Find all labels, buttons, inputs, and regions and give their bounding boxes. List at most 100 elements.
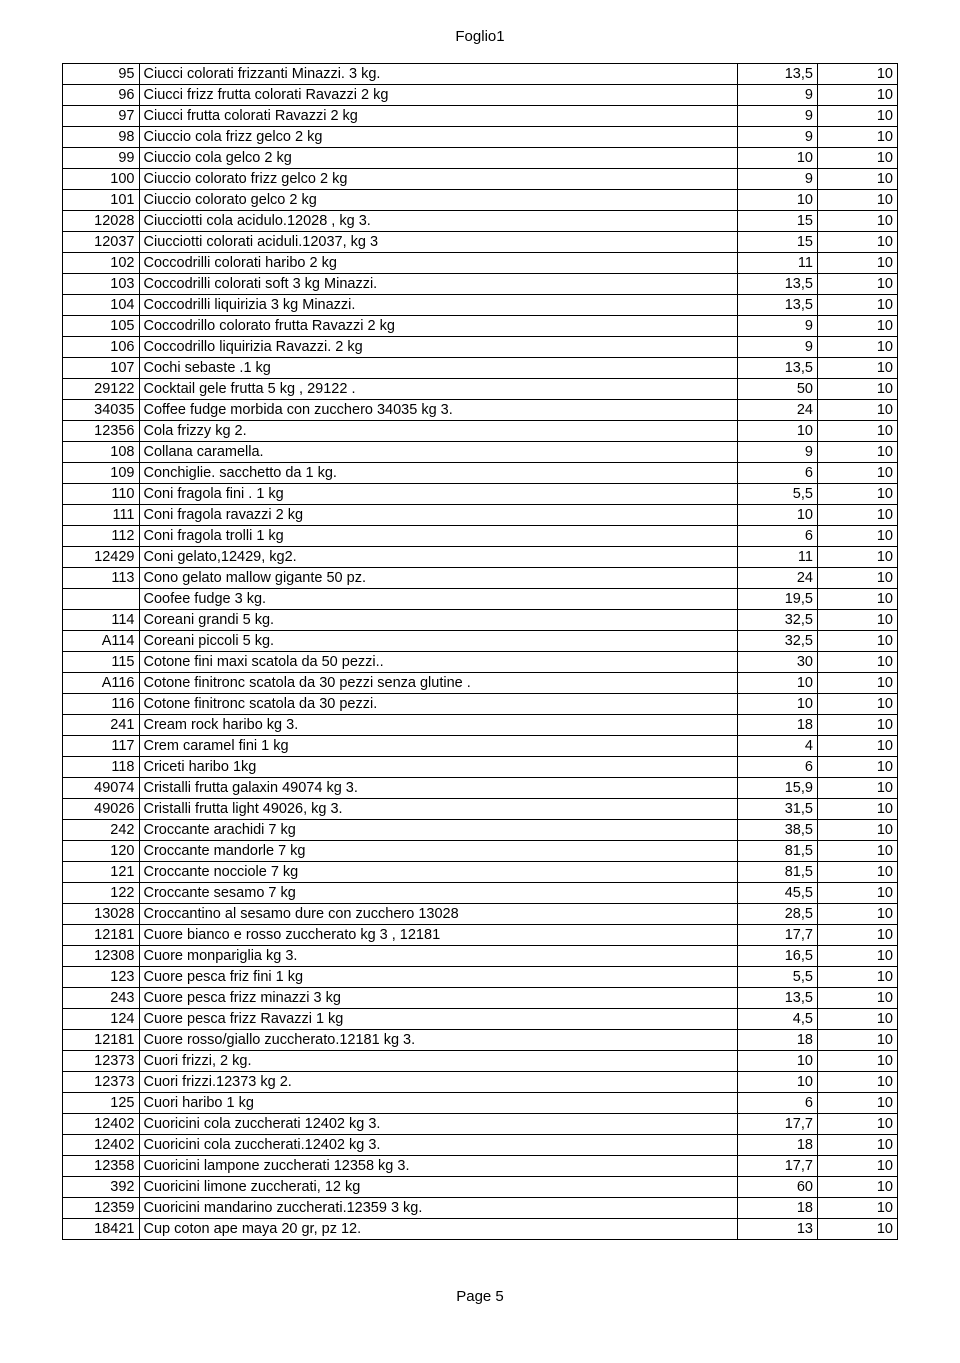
cell-col2: 15,9 <box>737 778 817 799</box>
cell-col2: 32,5 <box>737 631 817 652</box>
cell-col0: 34035 <box>63 400 140 421</box>
cell-col0: 110 <box>63 484 140 505</box>
data-table: 95Ciucci colorati frizzanti Minazzi. 3 k… <box>62 63 898 1240</box>
table-row: 49074Cristalli frutta galaxin 49074 kg 3… <box>63 778 898 799</box>
cell-col0: 103 <box>63 274 140 295</box>
table-row: 115Cotone fini maxi scatola da 50 pezzi.… <box>63 652 898 673</box>
cell-col0: 12358 <box>63 1156 140 1177</box>
cell-col2: 81,5 <box>737 862 817 883</box>
cell-col3: 10 <box>817 232 897 253</box>
cell-col1: Croccantino al sesamo dure con zucchero … <box>139 904 737 925</box>
cell-col1: Coffee fudge morbida con zucchero 34035 … <box>139 400 737 421</box>
cell-col3: 10 <box>817 1051 897 1072</box>
cell-col3: 10 <box>817 379 897 400</box>
table-row: 241Cream rock haribo kg 3.1810 <box>63 715 898 736</box>
table-row: 12373Cuori frizzi, 2 kg.1010 <box>63 1051 898 1072</box>
cell-col2: 9 <box>737 85 817 106</box>
table-row: 12037Ciucciotti colorati aciduli.12037, … <box>63 232 898 253</box>
cell-col1: Coni fragola ravazzi 2 kg <box>139 505 737 526</box>
cell-col0: 12359 <box>63 1198 140 1219</box>
cell-col3: 10 <box>817 484 897 505</box>
cell-col1: Coni fragola trolli 1 kg <box>139 526 737 547</box>
cell-col2: 4,5 <box>737 1009 817 1030</box>
table-row: 96Ciucci frizz frutta colorati Ravazzi 2… <box>63 85 898 106</box>
cell-col2: 32,5 <box>737 610 817 631</box>
cell-col2: 10 <box>737 421 817 442</box>
cell-col1: Criceti haribo 1kg <box>139 757 737 778</box>
table-row: 125Cuori haribo 1 kg610 <box>63 1093 898 1114</box>
cell-col3: 10 <box>817 337 897 358</box>
cell-col2: 9 <box>737 127 817 148</box>
cell-col0: 125 <box>63 1093 140 1114</box>
cell-col1: Cuoricini limone zuccherati, 12 kg <box>139 1177 737 1198</box>
cell-col0: 116 <box>63 694 140 715</box>
cell-col0: 49074 <box>63 778 140 799</box>
cell-col3: 10 <box>817 400 897 421</box>
cell-col2: 13,5 <box>737 64 817 85</box>
cell-col1: Ciuccio cola gelco 2 kg <box>139 148 737 169</box>
cell-col1: Cocktail gele frutta 5 kg , 29122 . <box>139 379 737 400</box>
cell-col1: Cono gelato mallow gigante 50 pz. <box>139 568 737 589</box>
cell-col2: 18 <box>737 1198 817 1219</box>
table-row: 124Cuore pesca frizz Ravazzi 1 kg4,510 <box>63 1009 898 1030</box>
cell-col0: 241 <box>63 715 140 736</box>
cell-col1: Ciucci frizz frutta colorati Ravazzi 2 k… <box>139 85 737 106</box>
table-row: 123Cuore pesca friz fini 1 kg5,510 <box>63 967 898 988</box>
cell-col1: Cream rock haribo kg 3. <box>139 715 737 736</box>
cell-col0: 98 <box>63 127 140 148</box>
cell-col0: 117 <box>63 736 140 757</box>
cell-col3: 10 <box>817 1156 897 1177</box>
cell-col3: 10 <box>817 883 897 904</box>
cell-col3: 10 <box>817 589 897 610</box>
cell-col1: Cuoricini lampone zuccherati 12358 kg 3. <box>139 1156 737 1177</box>
cell-col0: 104 <box>63 295 140 316</box>
cell-col3: 10 <box>817 862 897 883</box>
cell-col2: 30 <box>737 652 817 673</box>
cell-col1: Coccodrillo liquirizia Ravazzi. 2 kg <box>139 337 737 358</box>
cell-col0: 124 <box>63 1009 140 1030</box>
table-row: 113Cono gelato mallow gigante 50 pz.2410 <box>63 568 898 589</box>
cell-col1: Cuore pesca friz fini 1 kg <box>139 967 737 988</box>
cell-col0: 102 <box>63 253 140 274</box>
table-row: 12429Coni gelato,12429, kg2.1110 <box>63 547 898 568</box>
table-row: 242Croccante arachidi 7 kg38,510 <box>63 820 898 841</box>
cell-col3: 10 <box>817 967 897 988</box>
cell-col0: A114 <box>63 631 140 652</box>
cell-col2: 24 <box>737 568 817 589</box>
cell-col1: Crem caramel fini 1 kg <box>139 736 737 757</box>
cell-col2: 81,5 <box>737 841 817 862</box>
table-row: 112Coni fragola trolli 1 kg610 <box>63 526 898 547</box>
cell-col1: Coni gelato,12429, kg2. <box>139 547 737 568</box>
cell-col1: Cuori frizzi.12373 kg 2. <box>139 1072 737 1093</box>
cell-col0: 12373 <box>63 1072 140 1093</box>
cell-col1: Ciuccio colorato frizz gelco 2 kg <box>139 169 737 190</box>
table-row: 106Coccodrillo liquirizia Ravazzi. 2 kg9… <box>63 337 898 358</box>
cell-col3: 10 <box>817 253 897 274</box>
cell-col2: 10 <box>737 694 817 715</box>
cell-col1: Coccodrilli liquirizia 3 kg Minazzi. <box>139 295 737 316</box>
cell-col2: 15 <box>737 232 817 253</box>
table-row: A114Coreani piccoli 5 kg.32,510 <box>63 631 898 652</box>
cell-col0: 12402 <box>63 1114 140 1135</box>
table-row: 122Croccante sesamo 7 kg45,510 <box>63 883 898 904</box>
cell-col0: 12373 <box>63 1051 140 1072</box>
cell-col3: 10 <box>817 211 897 232</box>
cell-col3: 10 <box>817 631 897 652</box>
cell-col0: 12028 <box>63 211 140 232</box>
table-row: 107Cochi sebaste .1 kg13,510 <box>63 358 898 379</box>
cell-col3: 10 <box>817 1114 897 1135</box>
cell-col3: 10 <box>817 694 897 715</box>
table-row: 111Coni fragola ravazzi 2 kg1010 <box>63 505 898 526</box>
table-row: 12358Cuoricini lampone zuccherati 12358 … <box>63 1156 898 1177</box>
cell-col3: 10 <box>817 1135 897 1156</box>
table-row: 12028Ciucciotti cola acidulo.12028 , kg … <box>63 211 898 232</box>
cell-col1: Ciuccio cola frizz gelco 2 kg <box>139 127 737 148</box>
cell-col2: 18 <box>737 1135 817 1156</box>
table-row: 102Coccodrilli colorati haribo 2 kg1110 <box>63 253 898 274</box>
cell-col2: 6 <box>737 757 817 778</box>
cell-col1: Cup coton ape maya 20 gr, pz 12. <box>139 1219 737 1240</box>
cell-col2: 13 <box>737 1219 817 1240</box>
cell-col1: Coccodrilli colorati haribo 2 kg <box>139 253 737 274</box>
cell-col0 <box>63 589 140 610</box>
table-row: 108Collana caramella.910 <box>63 442 898 463</box>
